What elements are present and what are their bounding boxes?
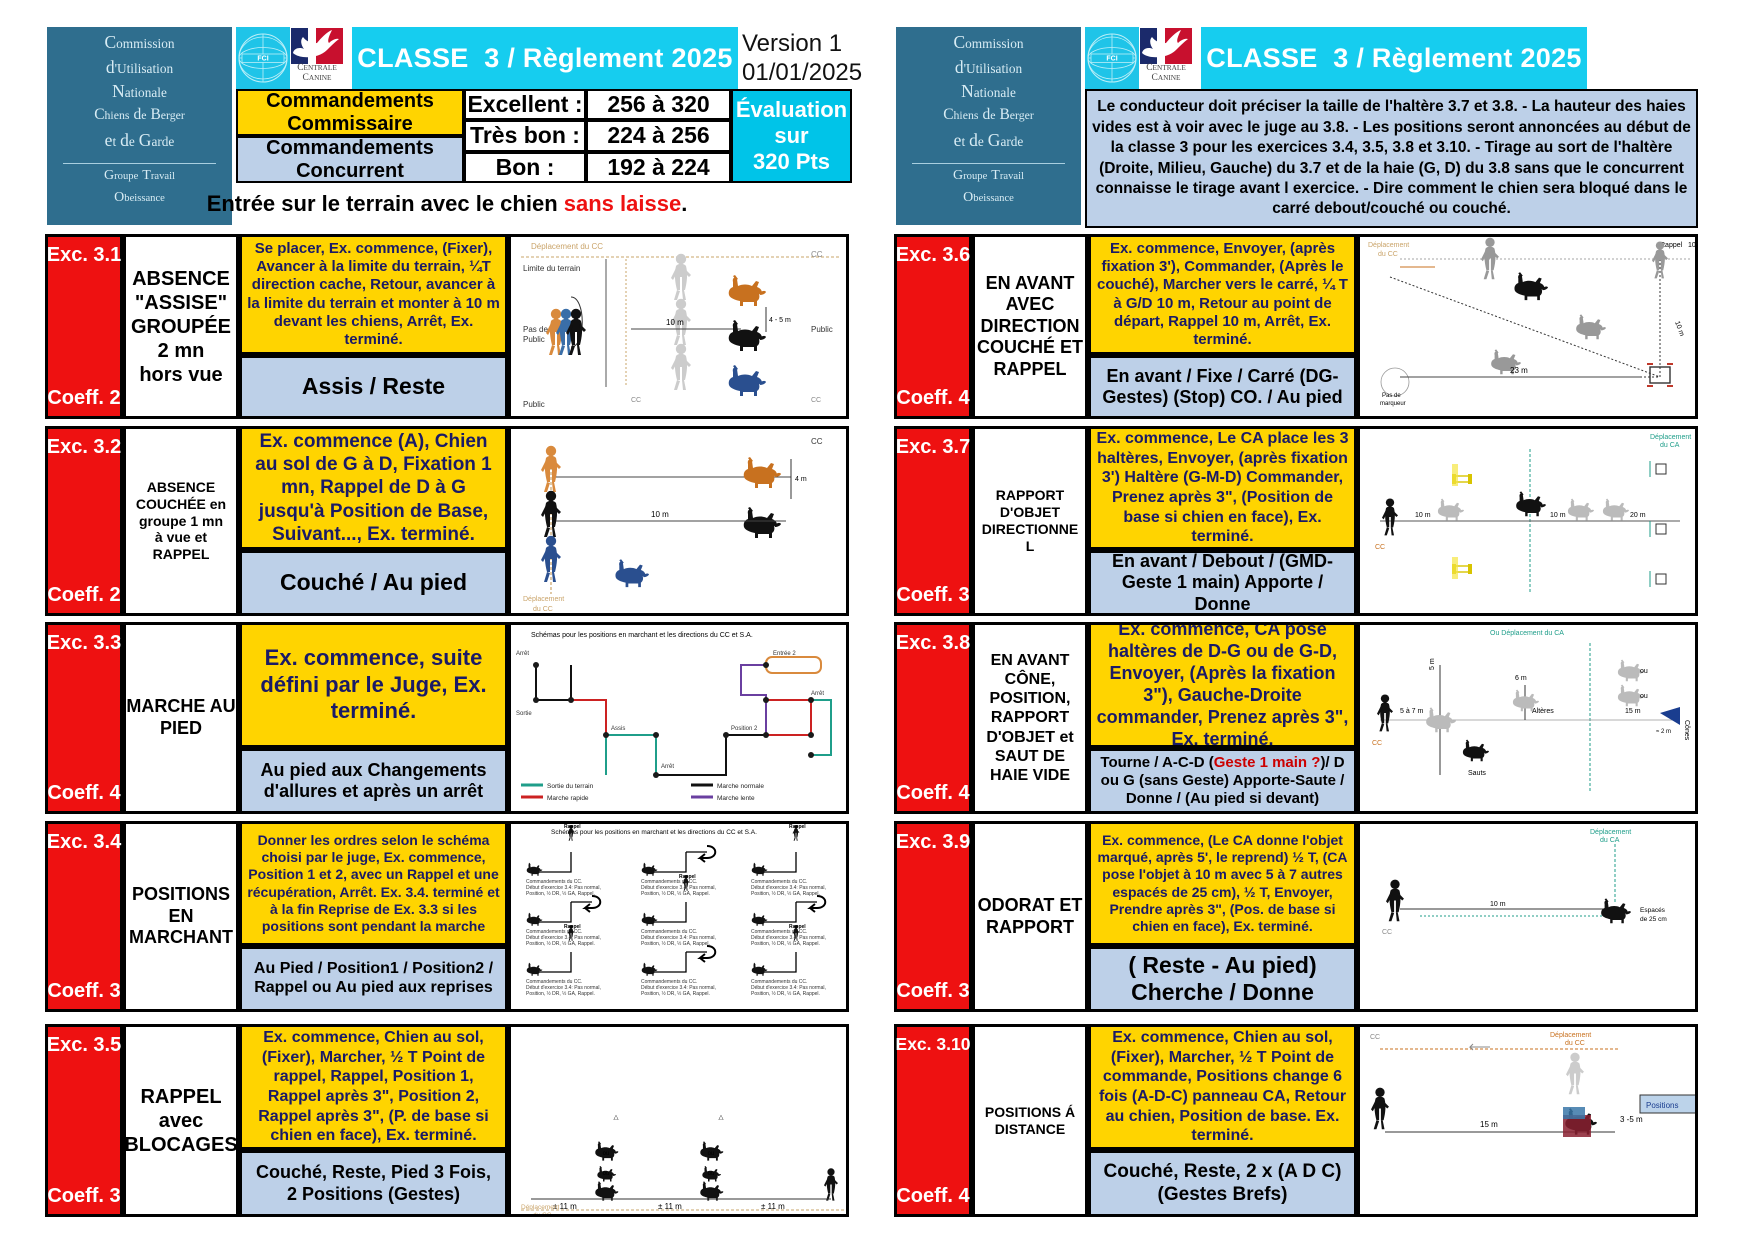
svg-text:Sauts: Sauts — [1468, 770, 1486, 777]
svg-text:5 à 7 m: 5 à 7 m — [1400, 708, 1424, 715]
svg-text:ou: ou — [1640, 668, 1648, 675]
svg-text:ou: ou — [603, 1151, 610, 1157]
svg-text:15 m: 15 m — [1625, 708, 1641, 715]
svg-text:du CA: du CA — [1600, 837, 1620, 844]
svg-text:Assis: Assis — [611, 726, 625, 732]
svg-text:Déplacement: Déplacement — [521, 1204, 559, 1211]
svg-text:Sortie: Sortie — [516, 711, 532, 717]
svg-text:Position, ½ DR, ½ GA, Rappel.: Position, ½ DR, ½ GA, Rappel. — [751, 940, 820, 947]
svg-text:CC: CC — [1375, 544, 1385, 551]
svg-text:Pas de: Pas de — [523, 325, 548, 334]
svg-text:3 -5 m: 3 -5 m — [1620, 1115, 1643, 1124]
svg-text:CC: CC — [811, 397, 821, 404]
svg-text:du CC: du CC — [533, 1212, 552, 1217]
svg-text:CC: CC — [1382, 929, 1392, 936]
svg-text:10 m: 10 m — [651, 510, 669, 519]
svg-text:Arrêt: Arrêt — [516, 651, 529, 657]
svg-text:23 m: 23 m — [1510, 366, 1528, 375]
svg-text:Rappel: Rappel — [564, 824, 581, 830]
svg-text:ou: ou — [603, 1171, 610, 1177]
svg-text:ou: ou — [708, 1171, 715, 1177]
svg-text:Marche rapide: Marche rapide — [547, 795, 589, 802]
svg-text:4 m: 4 m — [795, 476, 807, 483]
svg-text:du CC: du CC — [1565, 1040, 1585, 1047]
svg-text:10 m: 10 m — [1550, 512, 1566, 519]
svg-text:Limite du terrain: Limite du terrain — [523, 264, 580, 273]
svg-text:Public: Public — [523, 335, 545, 344]
svg-text:Position, ½ DR, ½ GA, Rappel.: Position, ½ DR, ½ GA, Rappel. — [526, 990, 595, 997]
svg-text:Entrée 2: Entrée 2 — [773, 651, 796, 657]
svg-text:Déplacement: Déplacement — [1650, 434, 1691, 441]
svg-text:du CC: du CC — [533, 606, 553, 613]
svg-text:Public: Public — [811, 325, 833, 334]
svg-text:10 m: 10 m — [666, 318, 684, 327]
svg-text:Déplacement du CC: Déplacement du CC — [531, 242, 603, 251]
svg-text:ou: ou — [708, 1151, 715, 1157]
svg-text:15 m: 15 m — [1480, 1120, 1498, 1129]
svg-text:FCI: FCI — [1106, 56, 1117, 63]
svg-text:△: △ — [719, 1114, 725, 1121]
svg-text:Arrêt: Arrêt — [811, 691, 824, 697]
svg-text:10 m: 10 m — [1688, 242, 1698, 249]
svg-text:ou: ou — [1640, 693, 1648, 700]
svg-text:CC: CC — [1372, 740, 1382, 747]
svg-text:Arrêt: Arrêt — [661, 764, 674, 770]
svg-text:Position, ½ DR, ½ GA, Rappel.: Position, ½ DR, ½ GA, Rappel. — [641, 990, 710, 997]
svg-text:Position, ½ DR, ½ GA, Rappel.: Position, ½ DR, ½ GA, Rappel. — [641, 890, 710, 897]
svg-text:CC: CC — [631, 397, 641, 404]
svg-text:4 - 5 m: 4 - 5 m — [769, 317, 791, 324]
svg-text:CC: CC — [1370, 1034, 1380, 1041]
svg-text:Rappel: Rappel — [789, 924, 806, 930]
svg-text:Ou Déplacement du CA: Ou Déplacement du CA — [1490, 630, 1564, 637]
svg-text:≈ 2 m: ≈ 2 m — [1656, 729, 1671, 735]
svg-text:Position 2: Position 2 — [731, 726, 758, 732]
svg-text:du CA: du CA — [1660, 442, 1680, 449]
svg-text:Pas de: Pas de — [1382, 393, 1401, 399]
svg-text:△: △ — [614, 1114, 620, 1121]
svg-text:Schémas pour les positions en: Schémas pour les positions en marchant e… — [551, 829, 757, 836]
svg-text:10 m: 10 m — [1415, 512, 1431, 519]
svg-text:du CC: du CC — [1378, 251, 1398, 258]
svg-text:Altères: Altères — [1532, 708, 1554, 715]
svg-text:Sortie du terrain: Sortie du terrain — [547, 783, 594, 790]
svg-text:Déplacement: Déplacement — [1368, 242, 1409, 249]
svg-text:20 m: 20 m — [1630, 512, 1646, 519]
svg-text:Marche lente: Marche lente — [717, 795, 755, 802]
svg-text:Position, ½ DR, ½ GA, Rappel.: Position, ½ DR, ½ GA, Rappel. — [526, 940, 595, 947]
svg-text:5 m: 5 m — [1429, 658, 1436, 670]
svg-text:10 m: 10 m — [1490, 901, 1506, 908]
svg-text:Déplacement: Déplacement — [1590, 829, 1631, 836]
svg-text:marqueur: marqueur — [1380, 401, 1406, 407]
svg-text:Déplacement: Déplacement — [523, 596, 564, 603]
svg-text:Rappel: Rappel — [789, 824, 806, 830]
svg-text:6 m: 6 m — [1515, 675, 1527, 682]
svg-text:Position, ½ DR, ½ GA, Rappel.: Position, ½ DR, ½ GA, Rappel. — [751, 890, 820, 897]
svg-text:de 25 cm: de 25 cm — [1640, 916, 1667, 923]
svg-text:Rappel: Rappel — [564, 924, 581, 930]
svg-text:Cônes: Cônes — [1683, 720, 1690, 741]
svg-text:CC: CC — [811, 437, 823, 446]
svg-text:Marche normale: Marche normale — [717, 783, 764, 790]
svg-text:Schémas pour les positions en: Schémas pour les positions en marchant e… — [531, 632, 753, 639]
svg-text:FCI: FCI — [257, 56, 268, 63]
svg-text:Position, ½ DR, ½ GA, Rappel.: Position, ½ DR, ½ GA, Rappel. — [526, 890, 595, 897]
svg-text:CC: CC — [811, 250, 823, 259]
svg-text:Déplacement: Déplacement — [1550, 1032, 1591, 1039]
svg-text:Public: Public — [523, 400, 545, 409]
svg-text:Positions: Positions — [1646, 1101, 1678, 1110]
svg-text:Rappel: Rappel — [679, 874, 696, 880]
svg-text:Position, ½ DR, ½ GA, Rappel.: Position, ½ DR, ½ GA, Rappel. — [751, 990, 820, 997]
svg-text:10 m: 10 m — [1673, 320, 1685, 337]
svg-text:Espacés: Espacés — [1640, 907, 1666, 914]
svg-text:Position, ½ DR, ½ GA, Rappel.: Position, ½ DR, ½ GA, Rappel. — [641, 940, 710, 947]
